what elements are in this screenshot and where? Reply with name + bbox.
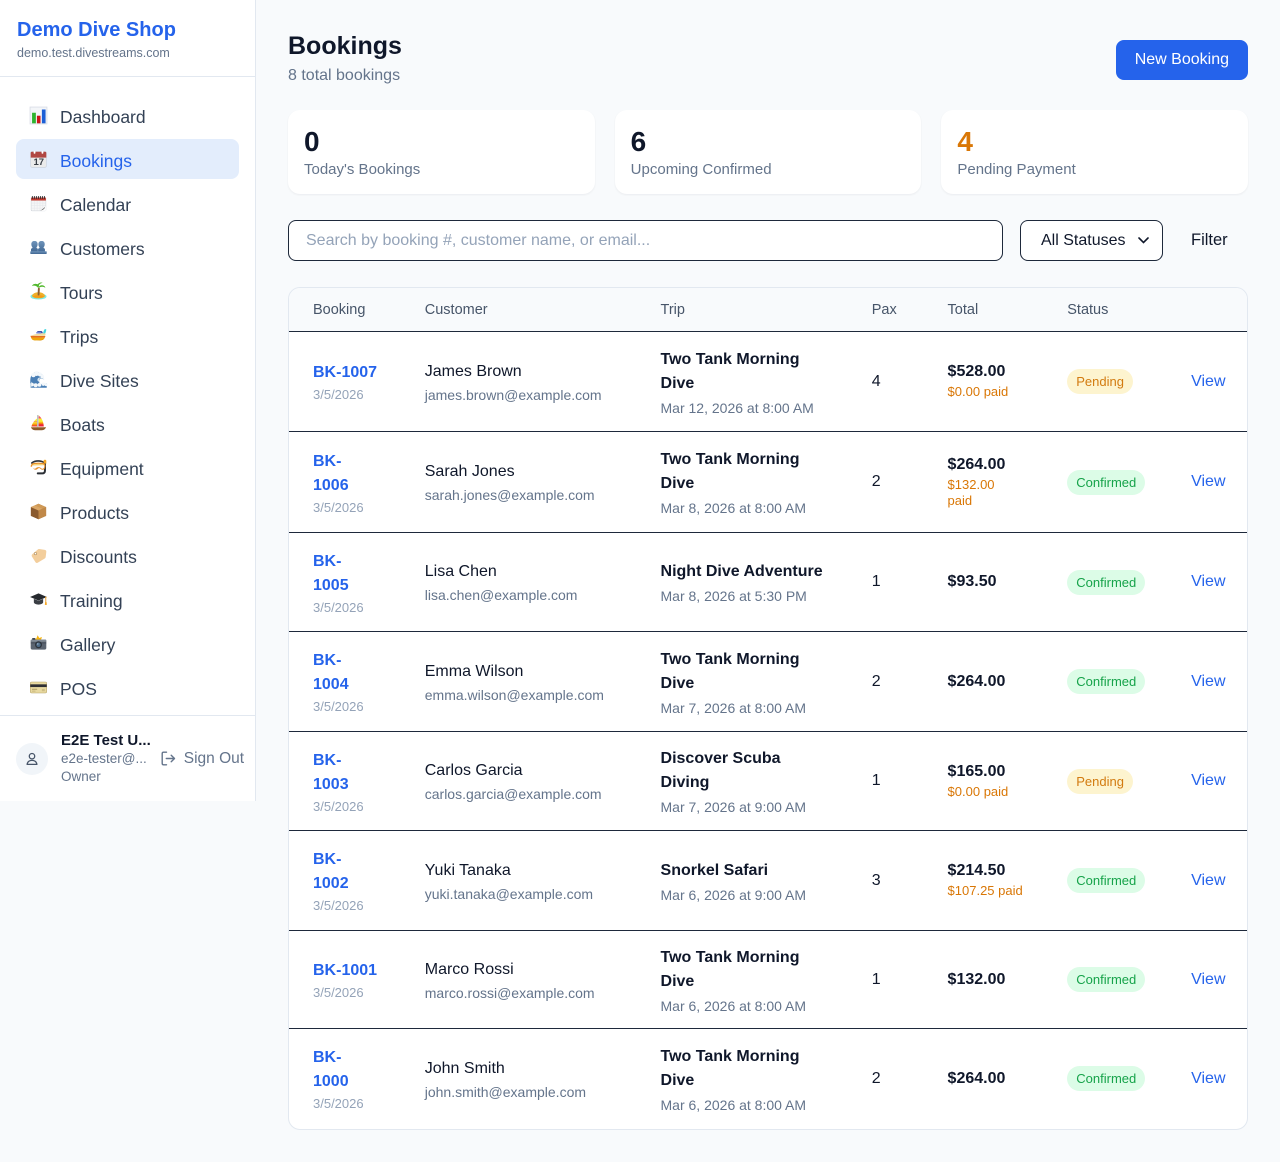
svg-text:17: 17	[34, 157, 45, 168]
